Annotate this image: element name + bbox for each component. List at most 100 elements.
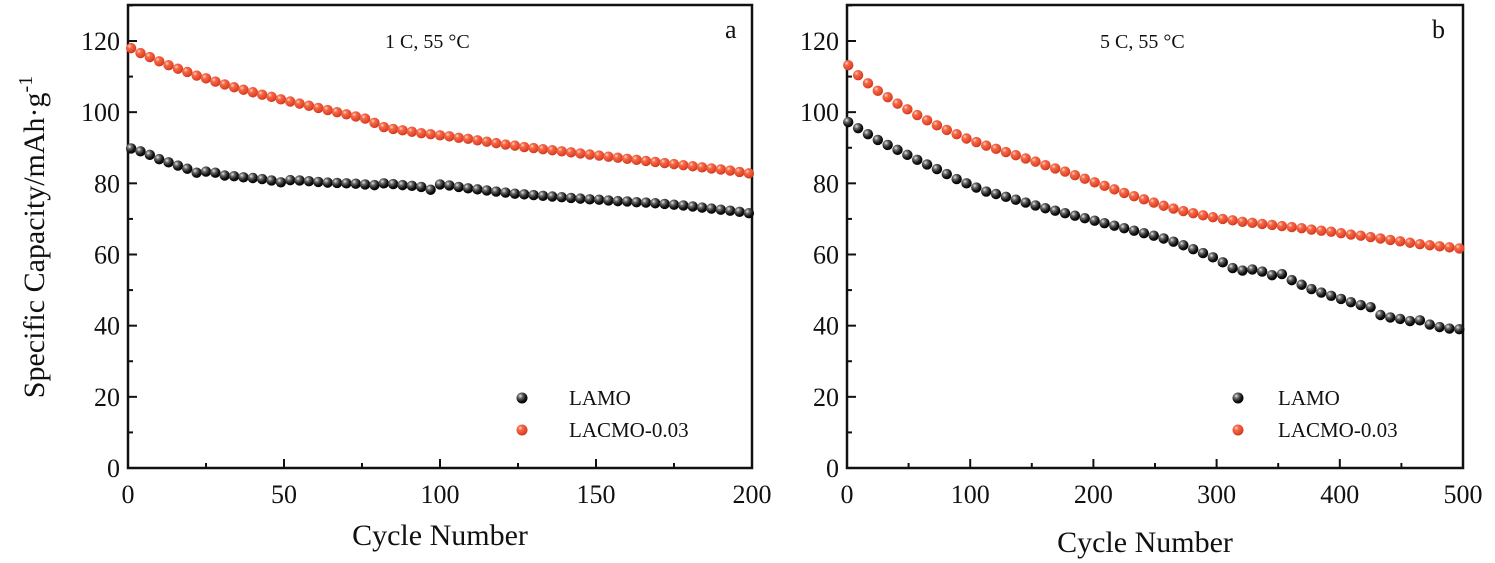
lamo-point [1414,315,1426,326]
lacmo-point [256,89,268,100]
lamo-point [678,200,689,211]
legend-label-lacmo-a: LACMO-0.03 [569,418,689,442]
lacmo-point [490,137,502,149]
data-points-a [125,42,755,219]
lamo-point [941,168,952,180]
lacmo-point [144,51,156,63]
lacmo-point [481,136,492,147]
x-tick-label: 500 [1444,480,1483,509]
lacmo-point [1355,230,1366,241]
lacmo-point [462,133,474,145]
lamo-point [961,178,972,189]
lamo-point [1286,274,1297,286]
y-tick-label: 0 [826,454,839,483]
lamo-point [294,175,305,186]
annotation-b: 5 C, 55 °C [1100,31,1185,53]
y-tick-label: 0 [107,454,120,483]
lamo-point [971,182,982,193]
lamo-point [1454,324,1465,335]
legend-label-lamo-b: LAMO [1278,386,1340,410]
lamo-point [191,167,202,178]
lamo-point [1187,243,1199,255]
lamo-point [1079,213,1090,224]
legend-a: LAMO LACMO-0.03 [516,386,689,442]
lamo-point [687,201,698,212]
lacmo-point [659,157,670,169]
lacmo-point [397,125,408,136]
lamo-point [210,167,221,178]
legend-b: LAMO LACMO-0.03 [1232,386,1398,442]
lacmo-point [416,127,427,139]
lacmo-point [921,115,933,126]
lacmo-point [238,84,249,95]
lamo-point [256,173,268,185]
lamo-point [144,149,156,161]
lacmo-point [1158,200,1169,211]
legend-label-lacmo-b: LACMO-0.03 [1278,418,1398,442]
lacmo-point [971,136,982,148]
lamo-point [1335,293,1347,305]
lacmo-point [640,155,652,167]
lacmo-point [1414,238,1426,250]
lamo-point [715,204,726,215]
lacmo-point [1325,226,1337,237]
lamo-point [584,194,595,205]
axis-ticks-b: 0 100 200 300 400 500 0 20 40 60 80 100 120 [800,4,1483,509]
lamo-point [743,208,755,219]
lamo-point [378,178,390,189]
lacmo-point [1197,210,1209,221]
lacmo-point [163,59,174,71]
lamo-point [266,175,277,186]
lamo-point [1069,210,1081,221]
lacmo-point [294,98,305,109]
y-tick-label: 60 [94,241,120,270]
lacmo-point [902,104,913,115]
lacmo-point [341,109,352,120]
lamo-point [1355,299,1366,311]
lamo-point [631,196,642,208]
lacmo-point [444,131,455,142]
lacmo-point [1345,229,1357,240]
lamo-point [425,184,436,195]
lacmo-point [1020,153,1031,164]
lacmo-point [1237,216,1248,227]
axis-ticks-a: 0 50 100 150 200 0 20 40 60 80 100 120 [81,4,772,509]
lacmo-point [322,104,333,116]
y-tick-label: 100 [81,98,120,127]
lacmo-point [734,166,745,178]
lacmo-point [1030,156,1041,167]
lamo-point [1276,268,1288,280]
lacmo-point [1306,224,1317,235]
lamo-point [369,179,380,191]
lamo-point [1128,225,1140,236]
x-tick-label: 200 [1074,480,1113,509]
lacmo-point [1109,184,1120,195]
lacmo-point [378,121,390,133]
lacmo-point [724,165,736,176]
lacmo-point [434,130,446,141]
lacmo-point [1404,237,1416,248]
lamo-point [303,175,315,187]
lamo-point [1345,296,1357,308]
lacmo-point [369,117,380,129]
lacmo-point [1375,233,1386,244]
lacmo-point [1227,215,1238,226]
lacmo-point [1168,203,1179,214]
lamo-point [1375,309,1386,321]
lamo-point [872,134,883,146]
lamo-point [668,199,680,210]
lamo-point [931,163,943,175]
lamo-point [696,202,708,213]
legend-marker-lamo-b [1232,392,1244,404]
lamo-point [154,153,165,165]
lamo-point [1256,266,1268,277]
lamo-point [575,193,586,204]
lamo-point [481,185,492,196]
lacmo-point [612,152,624,163]
lacmo-point [350,111,361,122]
lamo-point [612,195,624,207]
y-tick-label: 120 [81,27,120,56]
lacmo-point [425,129,436,140]
lacmo-point [706,163,717,174]
